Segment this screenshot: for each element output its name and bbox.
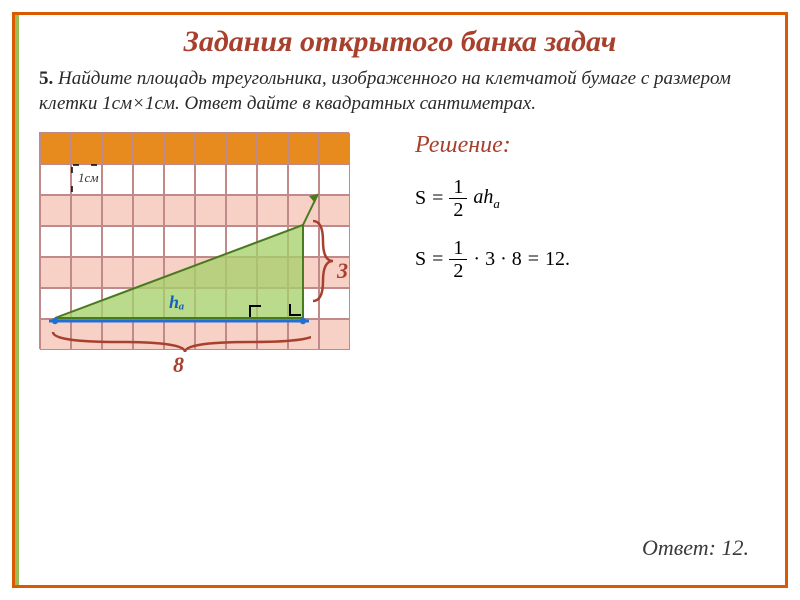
right-angle-marker bbox=[249, 305, 261, 317]
solution-column: Решение: S = 12 aha S = 12 · 3 · 8 = 12. bbox=[415, 132, 761, 299]
solution-title: Решение: bbox=[415, 132, 761, 159]
formula-general: S = 12 aha bbox=[415, 177, 761, 220]
problem-body: Найдите площадь треугольника, изображенн… bbox=[39, 68, 731, 114]
right-angle-marker bbox=[289, 304, 301, 316]
brace-height bbox=[309, 217, 337, 327]
answer-text: Ответ: 12. bbox=[642, 535, 749, 561]
problem-number: 5. bbox=[39, 68, 53, 89]
figure-panel: 1см 3 8 hₐ bbox=[39, 132, 379, 349]
formula-computed: S = 12 · 3 · 8 = 12. bbox=[415, 238, 761, 281]
base-label: 8 bbox=[173, 352, 184, 378]
height-symbol: hₐ bbox=[169, 292, 184, 313]
unit-label: 1см bbox=[78, 170, 99, 186]
height-label: 3 bbox=[337, 258, 348, 284]
slide-title: Задания открытого банка задач bbox=[35, 25, 765, 59]
problem-text: 5. Найдите площадь треугольника, изображ… bbox=[39, 67, 761, 116]
